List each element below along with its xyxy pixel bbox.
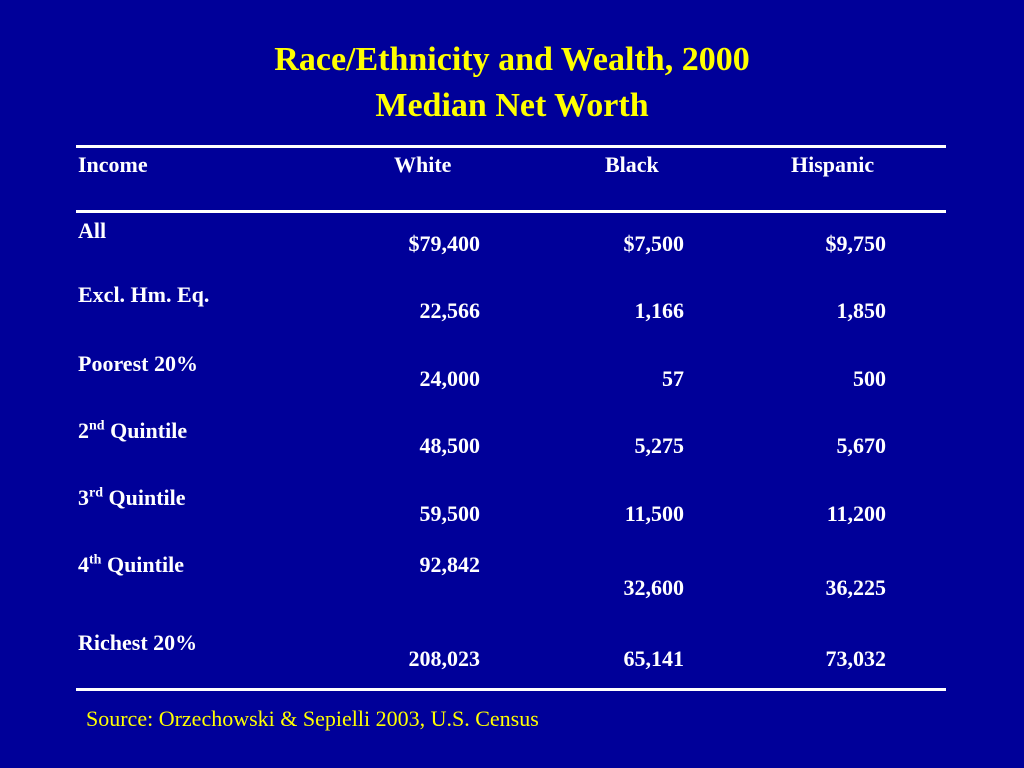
cell-4th-white: 92,842 (419, 552, 481, 577)
cell-richest-hispanic: 73,032 (825, 646, 887, 671)
row-label-4th-quintile: 4th Quintile (78, 552, 184, 577)
row-label-poorest-20: Poorest 20% (78, 351, 198, 376)
cell-4th-black: 32,600 (623, 575, 685, 600)
cell-richest-white: 208,023 (408, 646, 481, 671)
slide-subtitle: Median Net Worth (375, 87, 649, 124)
row-label-excl-home-equity: Excl. Hm. Eq. (78, 282, 210, 307)
header-black: Black (605, 152, 659, 177)
table-bottom-rule (76, 688, 946, 691)
cell-3rd-white: 59,500 (419, 501, 481, 526)
cell-3rd-black: 11,500 (624, 501, 684, 526)
cell-3rd-hispanic: 11,200 (826, 501, 886, 526)
header-white: White (394, 152, 452, 177)
cell-2nd-black: 5,275 (634, 433, 685, 458)
slide-title: Race/Ethnicity and Wealth, 2000 (274, 41, 750, 78)
cell-all-white: $79,400 (408, 231, 481, 256)
cell-2nd-white: 48,500 (419, 433, 481, 458)
row-label-richest-20: Richest 20% (78, 630, 198, 655)
row-label-3rd-quintile: 3rd Quintile (78, 485, 186, 510)
cell-poorest-white: 24,000 (419, 366, 481, 391)
cell-excl-black: 1,166 (634, 298, 685, 323)
row-label-all: All (78, 218, 107, 243)
cell-poorest-black: 57 (662, 366, 684, 391)
cell-excl-hispanic: 1,850 (836, 298, 887, 323)
cell-richest-black: 65,141 (623, 646, 685, 671)
cell-all-hispanic: $9,750 (825, 231, 887, 256)
row-label-2nd-quintile: 2nd Quintile (78, 418, 188, 443)
header-income: Income (78, 152, 148, 177)
cell-4th-hispanic: 36,225 (825, 575, 887, 600)
header-hispanic: Hispanic (791, 152, 875, 177)
table-top-rule (76, 145, 946, 148)
cell-all-black: $7,500 (623, 231, 685, 256)
cell-excl-white: 22,566 (419, 298, 481, 323)
cell-2nd-hispanic: 5,670 (836, 433, 887, 458)
cell-poorest-hispanic: 500 (853, 366, 886, 391)
header-bottom-rule (76, 210, 946, 213)
source-note: Source: Orzechowski & Sepielli 2003, U.S… (86, 706, 539, 731)
